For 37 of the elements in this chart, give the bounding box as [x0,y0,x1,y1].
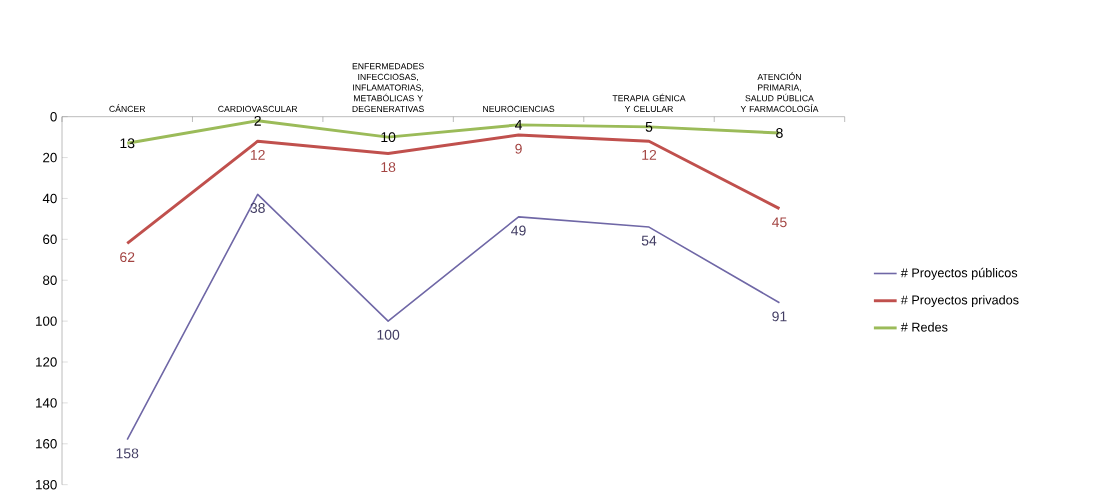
y-tick-label: 160 [36,439,57,449]
data-label: 38 [250,203,265,213]
data-label: 13 [120,138,135,149]
data-label: 91 [772,311,787,322]
y-tick-label: 100 [36,316,57,326]
data-label: 62 [120,252,135,263]
y-tick-label: 140 [36,398,57,408]
data-label: 10 [381,132,396,143]
data-label: 9 [515,143,522,154]
x-tick-label: ATENCIÓN PRIMARIA, SALUD PÚBLICA Y FARMACOLOGÍA [740,72,819,112]
data-label: 49 [511,225,526,236]
y-tick-label: 60 [43,234,57,245]
data-label: 8 [776,128,783,138]
x-tick-label: CÁNCER [109,104,146,112]
legend-label: # Proyectos privados [900,295,1019,307]
y-tick-label: 0 [50,111,57,122]
data-label: 100 [377,329,400,340]
legend-label: # Proyectos públicos [900,267,1018,280]
y-tick-label: 80 [43,275,57,285]
data-label: 18 [381,162,396,173]
x-tick-label: NEUROCIENCIAS [483,105,555,112]
legend-label: # Redes [900,322,948,332]
x-tick-label: CARDIOVASCULAR [218,105,298,112]
y-tick-label: 20 [43,152,57,163]
data-label: 45 [771,217,787,228]
y-tick-label: 40 [42,193,57,204]
y-tick-label: 180 [36,479,57,490]
data-label: 12 [250,149,265,160]
data-label: 4 [514,120,523,130]
x-tick-label: TERAPIA GÉNICA Y CELULAR [612,93,686,112]
data-label: 2 [254,115,261,126]
data-label: 5 [645,122,653,132]
data-label: 54 [641,235,657,246]
data-label: 158 [116,448,139,459]
data-label: 12 [642,149,657,160]
x-tick-label: ENFERMEDADES INFECCIOSAS, INFLAMATORIAS, METABÓLICAS Y DEGENERATIVAS [352,63,424,112]
y-tick-label: 120 [36,357,57,367]
